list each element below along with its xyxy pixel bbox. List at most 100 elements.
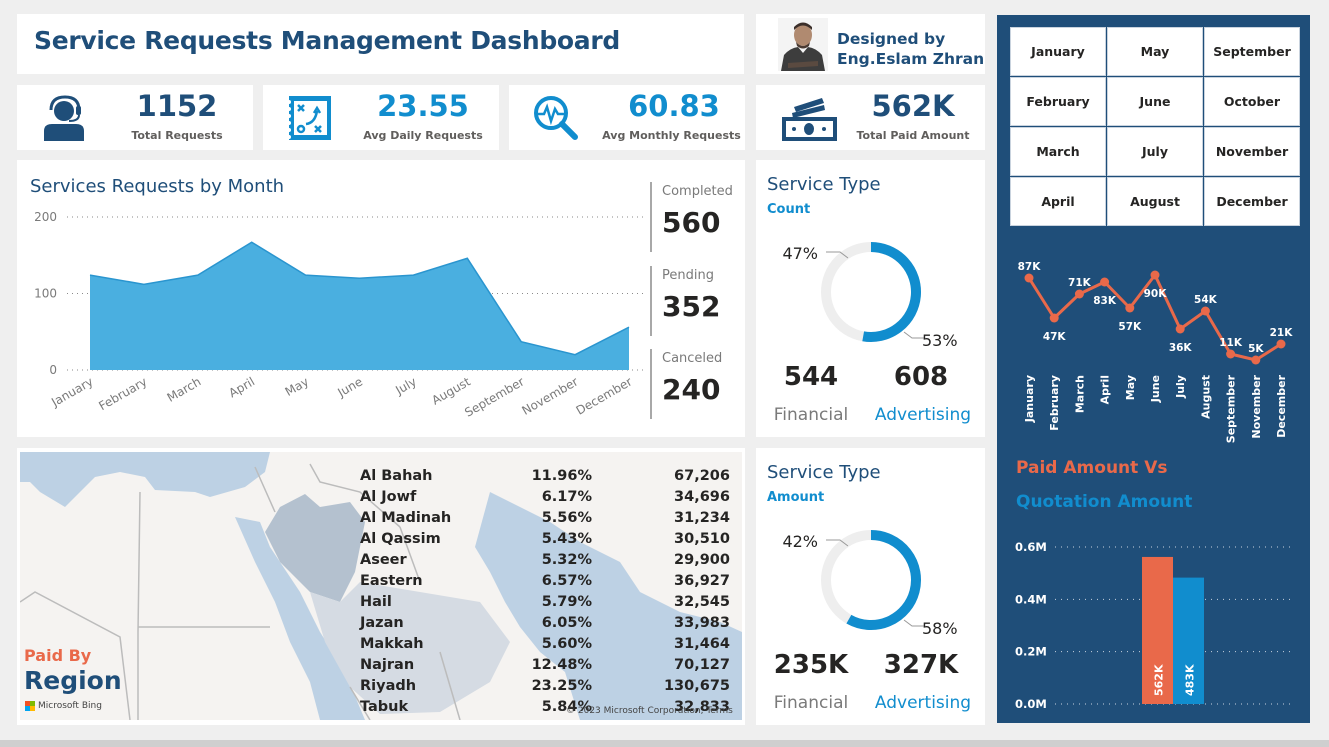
service-amount-donut: 42% 58% <box>782 530 958 638</box>
kpi-label: Total Paid Amount <box>856 129 970 142</box>
region-row[interactable]: Al Madinah 5.56% 31,234 <box>360 508 740 529</box>
region-name: Al Madinah <box>360 510 452 526</box>
quotation-title: Quotation Amount <box>1016 492 1193 512</box>
month-button-september[interactable]: September <box>1204 27 1300 76</box>
region-row[interactable]: Al Jowf 6.17% 34,696 <box>360 487 740 508</box>
region-percent: 5.43% <box>541 531 592 547</box>
donut-slice-advertising[interactable] <box>846 530 921 630</box>
paid-line-point[interactable] <box>1175 324 1185 334</box>
month-button-october[interactable]: October <box>1204 77 1300 126</box>
x-tick-label: September <box>462 374 526 419</box>
designer-line1: Designed by <box>837 30 946 48</box>
map-copyright[interactable]: © 2023 Microsoft Corporation, Terms <box>566 706 733 716</box>
region-row[interactable]: Tabuk 5.84% 32,833 <box>360 697 740 718</box>
paid-line-point[interactable] <box>1024 273 1034 283</box>
quotation-amount-bar[interactable] <box>1173 577 1204 704</box>
region-row[interactable]: Riyadh 23.25% 130,675 <box>360 676 740 697</box>
region-row[interactable]: Al Qassim 5.43% 30,510 <box>360 529 740 550</box>
donut-slice-advertising[interactable] <box>862 242 921 342</box>
y-tick-label: 0.6M <box>1015 540 1047 554</box>
advertising-pct-label: 58% <box>922 619 958 638</box>
x-tick-label: March <box>1073 375 1086 413</box>
region-percent: 6.05% <box>541 615 592 631</box>
area-point[interactable] <box>140 280 148 288</box>
area-point[interactable] <box>625 323 633 331</box>
paid-amount-bar[interactable] <box>1142 556 1173 704</box>
area-point[interactable] <box>571 351 579 359</box>
x-tick-label: March <box>165 374 204 404</box>
month-button-january[interactable]: January <box>1010 27 1106 76</box>
region-row[interactable]: Najran 12.48% 70,127 <box>360 655 740 676</box>
area-point[interactable] <box>302 271 310 279</box>
paid-line-point[interactable] <box>1049 313 1059 323</box>
area-point[interactable] <box>86 271 94 279</box>
month-button-june[interactable]: June <box>1107 77 1203 126</box>
region-row[interactable]: Hail 5.79% 32,545 <box>360 592 740 613</box>
month-button-november[interactable]: November <box>1204 127 1300 176</box>
x-tick-label: July <box>1174 375 1187 399</box>
kpi-total-paid: 562K Total Paid Amount <box>756 85 985 150</box>
paid-line-point[interactable] <box>1226 349 1236 359</box>
financial-value: 235K <box>773 650 849 680</box>
region-name: Al Jowf <box>360 489 417 505</box>
support-agent-icon <box>44 95 84 141</box>
region-amount: 130,675 <box>663 678 730 694</box>
area-point[interactable] <box>356 274 364 282</box>
region-row[interactable]: Makkah 5.60% 31,464 <box>360 634 740 655</box>
y-tick-label: 200 <box>34 210 57 224</box>
financial-pct-label: 42% <box>782 532 818 551</box>
x-tick-label: May <box>283 374 311 399</box>
area-point[interactable] <box>248 238 256 246</box>
area-point[interactable] <box>463 254 471 262</box>
paid-line-point[interactable] <box>1200 306 1210 316</box>
region-amount: 34,696 <box>674 489 730 505</box>
kpi-value: 1152 <box>136 89 218 123</box>
region-amount: 70,127 <box>674 657 730 673</box>
bing-logo-icon <box>25 701 35 711</box>
region-row[interactable]: Aseer 5.32% 29,900 <box>360 550 740 571</box>
paid-line-point[interactable] <box>1276 339 1286 349</box>
y-tick-label: 0.0M <box>1015 697 1047 711</box>
kpi-avg-monthly: 60.83 Avg Monthly Requests <box>509 85 745 150</box>
x-tick-label: November <box>520 374 581 417</box>
data-label: 90K <box>1144 288 1168 300</box>
designer-credit: Designed by Eng.Eslam Zhran <box>837 29 984 69</box>
map-region-label: Region <box>24 666 122 695</box>
region-map[interactable]: Al Bahah 11.96% 67,206 Al Jowf 6.17% 34,696 Al… <box>20 452 742 720</box>
region-row[interactable]: Al Bahah 11.96% 67,206 <box>360 466 740 487</box>
paid-vs-title: Paid Amount Vs <box>1016 458 1168 478</box>
x-tick-label: April <box>1099 375 1112 404</box>
month-button-december[interactable]: December <box>1204 177 1300 226</box>
area-fill <box>90 242 629 370</box>
right-panel: January May September February June October Ma… <box>997 15 1310 723</box>
area-point[interactable] <box>517 338 525 346</box>
month-button-march[interactable]: March <box>1010 127 1106 176</box>
paid-line-point[interactable] <box>1251 355 1261 365</box>
region-row[interactable]: Jazan 6.05% 33,983 <box>360 613 740 634</box>
area-point[interactable] <box>194 271 202 279</box>
y-tick-label: 0.4M <box>1015 592 1047 606</box>
advertising-label: Advertising <box>874 405 972 425</box>
title-card: Service Requests Management Dashboard <box>17 14 744 74</box>
area-point[interactable] <box>409 271 417 279</box>
paid-line-point[interactable] <box>1100 277 1110 287</box>
data-label: 47K <box>1043 331 1067 343</box>
x-tick-label: April <box>226 374 257 400</box>
region-amount: 31,234 <box>674 510 730 526</box>
month-button-february[interactable]: February <box>1010 77 1106 126</box>
y-tick-label: 0.2M <box>1015 645 1047 659</box>
month-button-may[interactable]: May <box>1107 27 1203 76</box>
month-button-july[interactable]: July <box>1107 127 1203 176</box>
paid-line-point[interactable] <box>1074 289 1084 299</box>
paid-line-point[interactable] <box>1125 303 1135 313</box>
service-type-amount-card: 42% 58% Service Type Amount 235K 327K Fin… <box>756 448 985 725</box>
x-tick-label: August <box>1199 375 1212 419</box>
month-button-april[interactable]: April <box>1010 177 1106 226</box>
paid-line-point[interactable] <box>1150 270 1160 280</box>
region-row[interactable]: Eastern 6.57% 36,927 <box>360 571 740 592</box>
region-name: Riyadh <box>360 678 417 694</box>
region-name: Makkah <box>360 636 424 652</box>
month-button-august[interactable]: August <box>1107 177 1203 226</box>
region-percent: 11.96% <box>531 468 592 484</box>
donut-title: Service Type <box>767 462 881 483</box>
